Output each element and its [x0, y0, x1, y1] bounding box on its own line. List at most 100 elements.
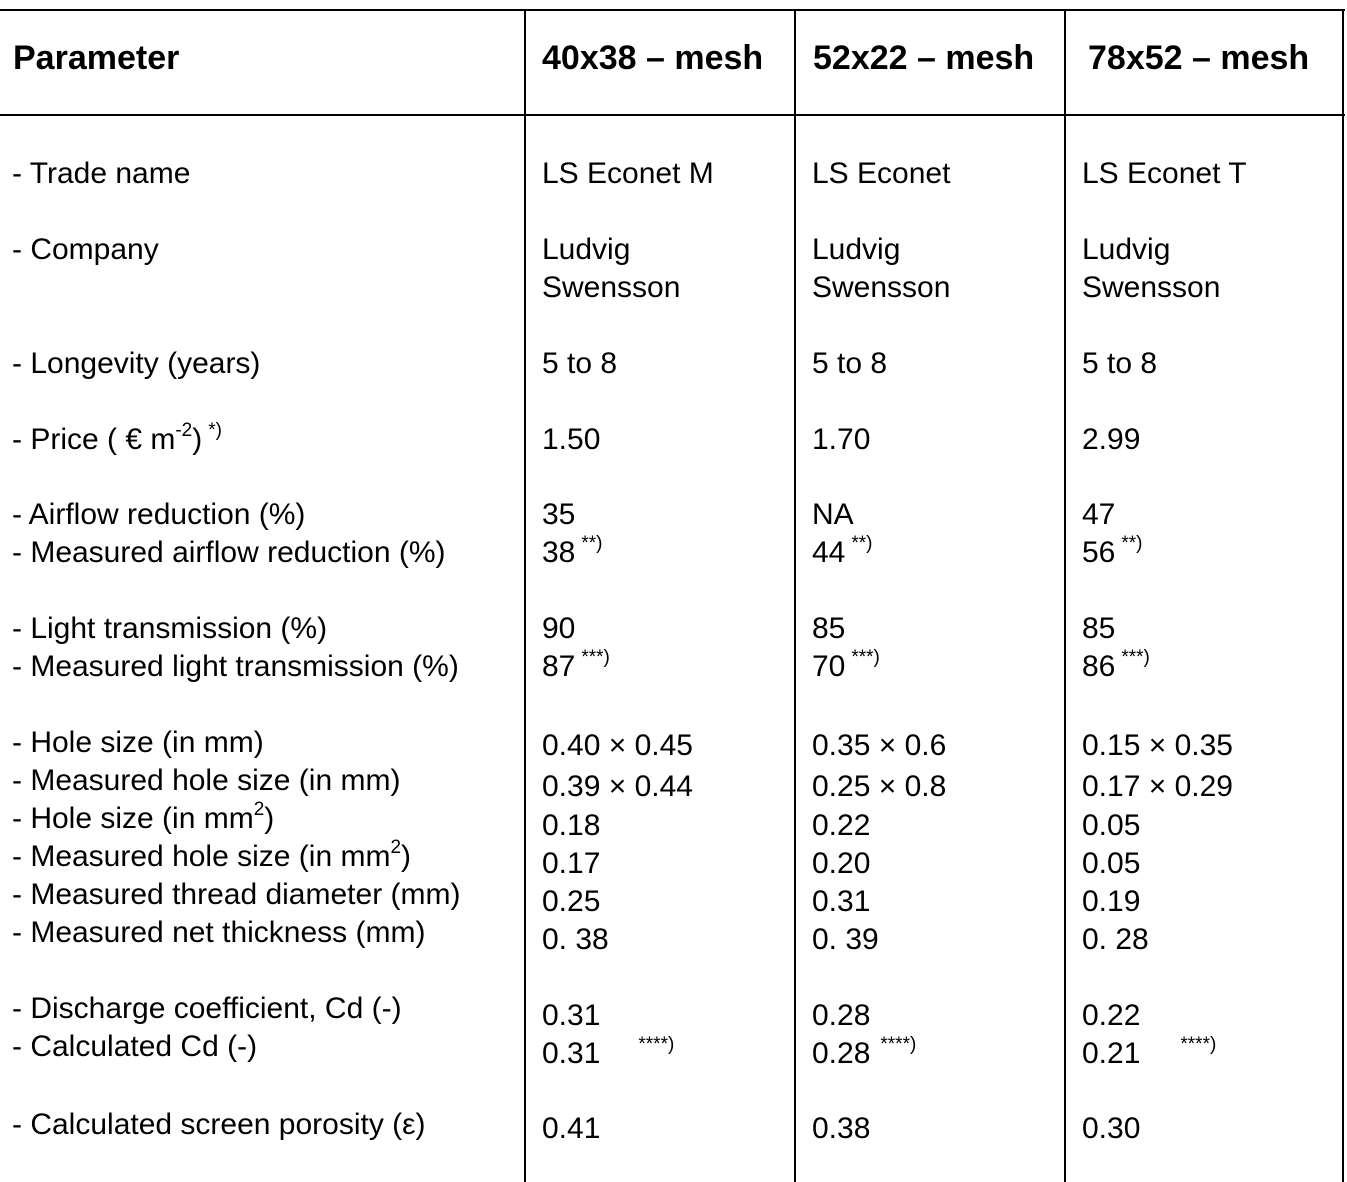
label-price-close: ): [192, 423, 203, 456]
col2-company-line2: Swensson: [812, 271, 951, 304]
col1-measured-hole-size-mm2: 0.17: [542, 847, 601, 880]
col1-hole-size-mm2: 0.18: [542, 809, 601, 842]
column-divider-2: [794, 9, 796, 1182]
header-col-52x22: 52x22 – mesh: [813, 39, 1035, 77]
label-porosity: - Calculated screen porosity (ε): [12, 1108, 426, 1141]
col1-net-thickness: 0. 38: [542, 923, 609, 956]
label-price: - Price ( € m-2) *): [12, 420, 222, 463]
col3-hole-size-mm2: 0.05: [1082, 809, 1141, 842]
col2-airflow-footnote: **): [851, 533, 873, 554]
col2-measured-hole-size-mm: 0.25 × 0.8: [812, 770, 947, 803]
label-price-text: - Price ( € m: [12, 423, 176, 456]
col3-porosity: 0.30: [1082, 1112, 1141, 1145]
col1-calculated-cd: 0.31 ****): [542, 1034, 675, 1077]
label-hole-size-mm2-close: ): [264, 802, 275, 835]
col2-company-line1: Ludvig: [812, 233, 901, 266]
col2-measured-light-value: 70: [812, 650, 846, 683]
label-company: - Company: [12, 233, 159, 266]
col3-hole-size-mm: 0.15 × 0.35: [1082, 729, 1233, 762]
header-parameter: Parameter: [13, 39, 180, 77]
col1-thread-diameter: 0.25: [542, 885, 601, 918]
header-col-78x52: 78x52 – mesh: [1088, 39, 1310, 77]
label-thread-diameter: - Measured thread diameter (mm): [12, 878, 461, 911]
col3-cd-footnote: ****): [1180, 1034, 1217, 1055]
col2-measured-light-transmission: 70 ***): [812, 647, 880, 690]
col2-calculated-cd: 0.28 ****): [812, 1034, 917, 1077]
col1-hole-size-mm: 0.40 × 0.45: [542, 729, 693, 762]
col3-company-line1: Ludvig: [1082, 233, 1171, 266]
col3-thread-diameter: 0.19: [1082, 885, 1141, 918]
label-net-thickness: - Measured net thickness (mm): [12, 916, 426, 949]
label-light-transmission: - Light transmission (%): [12, 612, 328, 645]
right-border: [1342, 9, 1344, 1182]
col2-longevity: 5 to 8: [812, 347, 888, 380]
col3-price: 2.99: [1082, 423, 1141, 456]
col1-measured-airflow-reduction: 38 **): [542, 533, 603, 576]
label-measured-hole-size-mm: - Measured hole size (in mm): [12, 764, 401, 797]
label-airflow-reduction: - Airflow reduction (%): [12, 498, 306, 531]
col1-measured-light-value: 87: [542, 650, 576, 683]
column-divider-3: [1064, 9, 1066, 1182]
col2-light-transmission: 85: [812, 612, 846, 645]
col2-discharge-coefficient: 0.28: [812, 999, 871, 1032]
col1-measured-airflow-value: 38: [542, 536, 576, 569]
col1-company-line1: Ludvig: [542, 233, 631, 266]
col1-longevity: 5 to 8: [542, 347, 618, 380]
col2-calculated-cd-value: 0.28: [812, 1037, 871, 1070]
label-longevity: - Longevity (years): [12, 347, 261, 380]
label-hole-size-mm2-text: - Hole size (in mm: [12, 802, 254, 835]
label-measured-airflow-reduction: - Measured airflow reduction (%): [12, 536, 446, 569]
label-measured-hole-size-mm2: - Measured hole size (in mm2): [12, 837, 412, 880]
col2-airflow-reduction: NA: [812, 498, 854, 531]
col3-longevity: 5 to 8: [1082, 347, 1158, 380]
col2-price: 1.70: [812, 423, 871, 456]
col2-trade-name: LS Econet: [812, 157, 951, 190]
col3-measured-airflow-reduction: 56 **): [1082, 533, 1143, 576]
col1-airflow-footnote: **): [581, 533, 603, 554]
col2-hole-size-mm2: 0.22: [812, 809, 871, 842]
label-price-footnote: *): [208, 420, 222, 441]
label-trade-name: - Trade name: [12, 157, 191, 190]
col3-light-transmission: 85: [1082, 612, 1116, 645]
col2-net-thickness: 0. 39: [812, 923, 879, 956]
header-col-40x38: 40x38 – mesh: [542, 39, 764, 77]
label-calculated-cd: - Calculated Cd (-): [12, 1030, 258, 1063]
col3-measured-airflow-value: 56: [1082, 536, 1116, 569]
col1-airflow-reduction: 35: [542, 498, 576, 531]
col3-measured-light-transmission: 86 ***): [1082, 647, 1150, 690]
col1-price: 1.50: [542, 423, 601, 456]
col3-airflow-reduction: 47: [1082, 498, 1116, 531]
col2-light-footnote: ***): [851, 647, 880, 668]
label-price-exponent: -2: [175, 420, 193, 441]
label-discharge-coefficient: - Discharge coefficient, Cd (-): [12, 992, 402, 1025]
col1-cd-footnote: ****): [638, 1034, 675, 1055]
col2-measured-airflow-value: 44: [812, 536, 846, 569]
top-border: [0, 9, 1345, 11]
col3-company-line2: Swensson: [1082, 271, 1221, 304]
col3-calculated-cd-value: 0.21: [1082, 1037, 1141, 1070]
label-hole-size-mm2: - Hole size (in mm2): [12, 799, 275, 842]
col3-discharge-coefficient: 0.22: [1082, 999, 1141, 1032]
col2-porosity: 0.38: [812, 1112, 871, 1145]
col3-measured-light-value: 86: [1082, 650, 1116, 683]
label-measured-light-transmission: - Measured light transmission (%): [12, 650, 459, 683]
col3-airflow-footnote: **): [1121, 533, 1143, 554]
col1-light-transmission: 90: [542, 612, 576, 645]
column-divider-1: [524, 9, 526, 1182]
col3-light-footnote: ***): [1121, 647, 1150, 668]
col1-light-footnote: ***): [581, 647, 610, 668]
label-hole-size-mm: - Hole size (in mm): [12, 726, 264, 759]
col1-measured-hole-size-mm: 0.39 × 0.44: [542, 770, 693, 803]
col1-measured-light-transmission: 87 ***): [542, 647, 610, 690]
col2-hole-size-mm: 0.35 × 0.6: [812, 729, 947, 762]
col2-measured-airflow-reduction: 44 **): [812, 533, 873, 576]
col1-porosity: 0.41: [542, 1112, 601, 1145]
label-measured-hole-size-mm2-close: ): [401, 840, 412, 873]
label-measured-hole-size-mm2-exponent: 2: [390, 837, 402, 858]
label-measured-hole-size-mm2-text: - Measured hole size (in mm: [12, 840, 391, 873]
col2-measured-hole-size-mm2: 0.20: [812, 847, 871, 880]
col3-measured-hole-size-mm: 0.17 × 0.29: [1082, 770, 1233, 803]
col1-calculated-cd-value: 0.31: [542, 1037, 601, 1070]
col2-cd-footnote: ****): [880, 1034, 917, 1055]
